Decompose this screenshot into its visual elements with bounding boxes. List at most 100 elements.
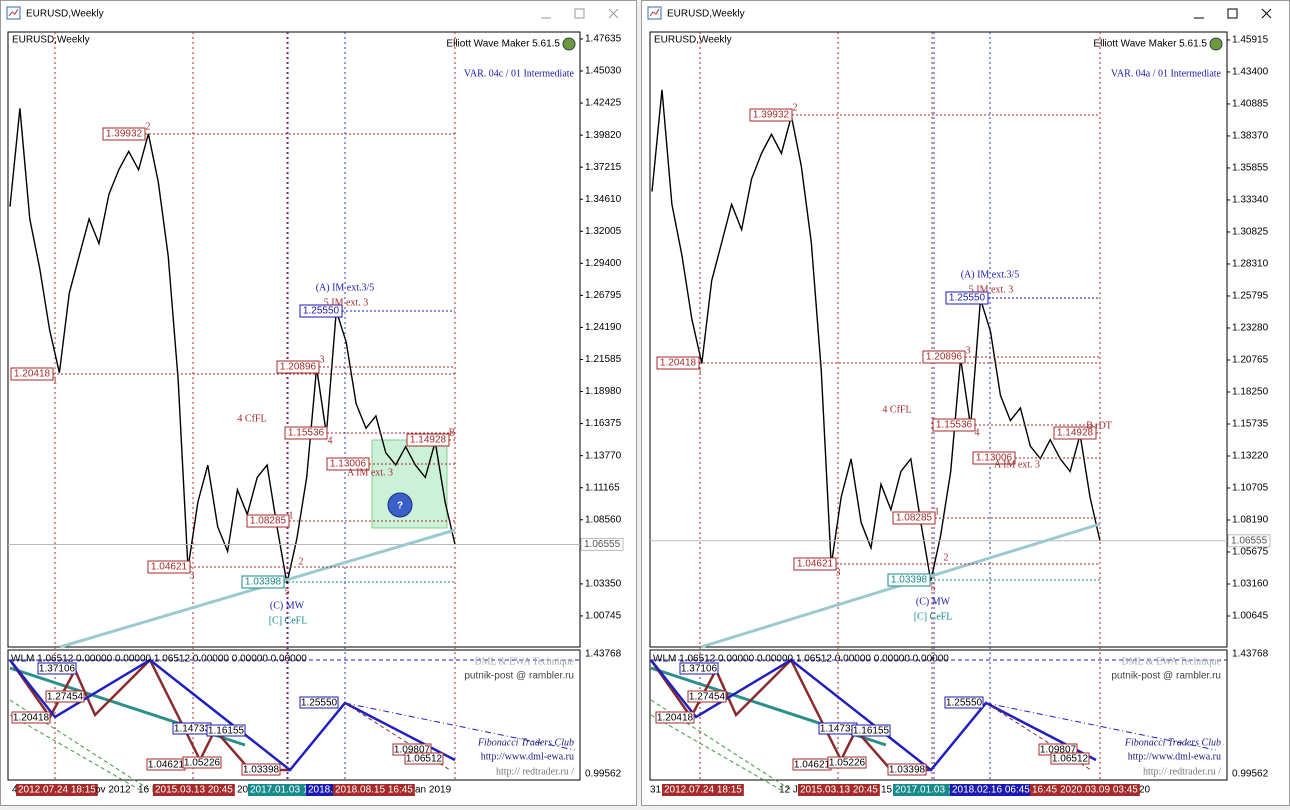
y-tick-label: 1.18250 bbox=[1232, 387, 1269, 398]
y-tick-label: 1.08190 bbox=[1232, 515, 1269, 526]
time-label: 2018.08.15 16:45 bbox=[335, 785, 413, 796]
price-box bbox=[326, 457, 370, 471]
wave-label: A IM ext. 3 bbox=[994, 459, 1040, 470]
wave-label: 4 bbox=[328, 435, 333, 446]
zigzag-line bbox=[344, 702, 576, 751]
time-label: 12 Ja bbox=[779, 785, 804, 796]
indicator-box-label: 1.05226 bbox=[829, 758, 866, 769]
indicator-box bbox=[687, 690, 727, 703]
y-tick-label: 1.13770 bbox=[585, 450, 622, 461]
y-tick-label: 1.28310 bbox=[1232, 259, 1269, 270]
y-tick-label: 1.03160 bbox=[1232, 579, 1269, 590]
indicator-club: Fibonacci Traders Club bbox=[1124, 737, 1221, 748]
wave-label: 5 IM ext. 3 bbox=[324, 297, 368, 308]
indicator-box bbox=[887, 763, 927, 776]
indicator-box-label: 1.20418 bbox=[13, 713, 50, 724]
price-box-label: 1.20418 bbox=[14, 369, 51, 380]
wave-label: A IM ext. 3 bbox=[347, 467, 393, 478]
y-tick-label: 1.40885 bbox=[1232, 99, 1269, 110]
price-box-label: 1.14928 bbox=[410, 435, 447, 446]
price-box-label: 1.13006 bbox=[330, 459, 367, 470]
price-box bbox=[406, 433, 450, 447]
time-label: 4 bbox=[12, 785, 18, 796]
price-box bbox=[246, 514, 290, 528]
y-tick-label: 1.18980 bbox=[585, 386, 622, 397]
time-label-bg bbox=[333, 784, 415, 796]
price-box bbox=[793, 557, 837, 571]
indicator-box-label: 1.03398 bbox=[243, 765, 280, 776]
wave-label: 3 bbox=[836, 567, 841, 578]
brand-icon bbox=[1209, 37, 1223, 51]
indicator-area bbox=[7, 649, 581, 781]
current-price-label: 1.06555 bbox=[584, 539, 621, 550]
y-tick-label: 1.34610 bbox=[585, 194, 622, 205]
close-button[interactable] bbox=[1261, 8, 1272, 19]
indicator-axis-label: 1.43768 bbox=[585, 649, 622, 660]
y-tick-label: 1.45915 bbox=[1232, 35, 1269, 46]
close-button[interactable] bbox=[608, 8, 619, 19]
variant-label: VAR. 04c / 01 Intermediate bbox=[464, 68, 575, 79]
time-label: 2020.03.09 03:45 bbox=[1060, 785, 1138, 796]
indicator-box bbox=[404, 752, 444, 765]
time-label: 16 F bbox=[138, 785, 158, 796]
help-icon-text[interactable]: ? bbox=[397, 501, 403, 512]
price-box-label: 1.03398 bbox=[245, 577, 282, 588]
indicator-box bbox=[37, 662, 77, 675]
indicator-box-label: 1.06512 bbox=[1052, 754, 1089, 765]
price-box-label: 1.15536 bbox=[288, 428, 325, 439]
wave-label: B rDT bbox=[1086, 420, 1112, 431]
wave-label: [C] CeFL bbox=[914, 611, 953, 622]
y-tick-label: 1.30825 bbox=[1232, 227, 1269, 238]
indicator-box bbox=[206, 724, 246, 737]
maximize-button[interactable] bbox=[574, 8, 585, 19]
indicator-box bbox=[944, 696, 984, 709]
y-tick-label: 1.13220 bbox=[1232, 451, 1269, 462]
indicator-box-label: 1.09807 bbox=[1040, 745, 1077, 756]
indicator-box-label: 1.27454 bbox=[689, 692, 726, 703]
y-tick-label: 1.24190 bbox=[585, 322, 622, 333]
y-tick-label: 1.43400 bbox=[1232, 67, 1269, 78]
indicator-axis-label: 0.99562 bbox=[1232, 769, 1269, 780]
price-box bbox=[656, 356, 700, 370]
wave-label: 1 bbox=[289, 510, 294, 521]
time-label: 2018. bbox=[308, 785, 333, 796]
indicator-box bbox=[299, 696, 339, 709]
time-label-bg bbox=[153, 784, 235, 796]
current-price-box bbox=[580, 537, 624, 551]
y-tick-label: 1.42425 bbox=[585, 98, 622, 109]
indicator-box-label: 1.03398 bbox=[889, 765, 926, 776]
zigzag-line bbox=[650, 658, 1097, 772]
y-tick-label: 1.32005 bbox=[585, 226, 622, 237]
time-label-bg bbox=[16, 784, 98, 796]
price-box-label: 1.15536 bbox=[936, 420, 973, 431]
price-line bbox=[9, 108, 456, 584]
time-label: 20 bbox=[1139, 785, 1151, 796]
wave-label: 5 IM ext. 3 bbox=[969, 284, 1013, 295]
current-price-label: 1.06555 bbox=[1231, 535, 1268, 546]
wave-label: 1 bbox=[935, 506, 940, 517]
indicator-box bbox=[182, 756, 222, 769]
y-tick-label: 1.21585 bbox=[585, 354, 622, 365]
maximize-button[interactable] bbox=[1227, 8, 1238, 19]
help-icon[interactable] bbox=[387, 492, 413, 518]
symbol-label: EURUSD,Weekly bbox=[654, 35, 732, 46]
y-tick-label: 1.45030 bbox=[585, 66, 622, 77]
price-box bbox=[276, 360, 320, 374]
time-label-bg bbox=[1058, 784, 1140, 796]
indicator-email: putnik-post @ rambler.ru bbox=[1111, 671, 1221, 682]
indicator-box bbox=[45, 690, 85, 703]
price-box-label: 1.25550 bbox=[303, 306, 340, 317]
indicator-box bbox=[11, 711, 51, 724]
wave-label: (A) IM ext.3/5 bbox=[961, 269, 1020, 280]
title-bar-icon bbox=[649, 8, 660, 17]
time-label: an 2019 bbox=[415, 785, 452, 796]
time-label: 2015.03.13 20:45 bbox=[800, 785, 878, 796]
y-tick-label: 1.38370 bbox=[1232, 131, 1269, 142]
variant-label: VAR. 04a / 01 Intermediate bbox=[1111, 68, 1222, 79]
indicator-header: WLM 1.06512 0.00000 0.00000 1.06512 0.00… bbox=[11, 654, 307, 665]
wave-label: 3 bbox=[966, 345, 971, 356]
indicator-email: putnik-post @ rambler.ru bbox=[464, 671, 574, 682]
indicator-site: http:// redtrader.ru / bbox=[496, 766, 574, 777]
